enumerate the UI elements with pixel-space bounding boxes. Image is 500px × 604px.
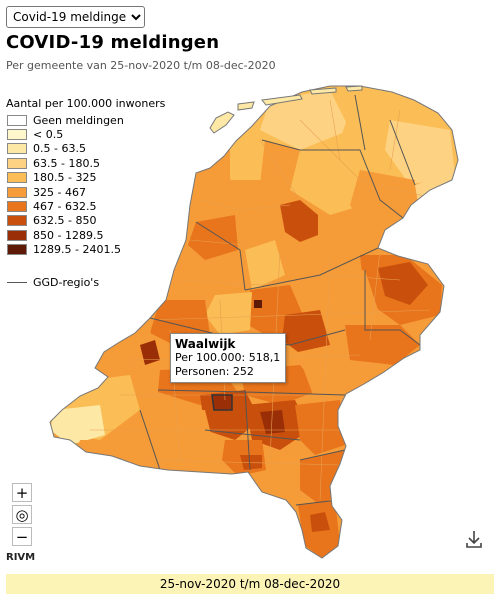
dataset-select[interactable]: Covid-19 meldingen: [6, 6, 145, 28]
legend-item: 325 - 467: [6, 185, 165, 199]
timeline-bar[interactable]: 25-nov-2020 t/m 08-dec-2020: [6, 574, 494, 594]
map-tooltip: Waalwijk Per 100.000: 518,1 Personen: 25…: [170, 333, 287, 383]
legend-ggd: GGD-regio's: [7, 276, 99, 289]
municipality-dark[interactable]: [254, 300, 262, 308]
zoom-in-button[interactable]: +: [12, 483, 32, 502]
legend-swatch: [7, 215, 27, 227]
legend: Aantal per 100.000 inwoners Geen melding…: [6, 97, 165, 257]
ggd-label: GGD-regio's: [33, 276, 100, 289]
legend-label: 467 - 632.5: [33, 200, 97, 214]
legend-title: Aantal per 100.000 inwoners: [6, 97, 166, 110]
page-title: COVID-19 meldingen: [6, 32, 220, 53]
legend-item: Geen meldingen: [6, 113, 165, 127]
attribution: RIVM: [6, 552, 36, 563]
legend-item: < 0.5: [6, 127, 165, 141]
legend-item: 180.5 - 325: [6, 171, 165, 185]
ggd-line-symbol: [7, 282, 27, 283]
legend-label: Geen meldingen: [33, 113, 124, 127]
legend-swatch: [7, 143, 27, 155]
ggd-region-borders: [139, 94, 421, 506]
legend-item: 1289.5 - 2401.5: [6, 243, 165, 257]
legend-label: 0.5 - 63.5: [33, 142, 86, 156]
legend-label: 632.5 - 850: [33, 214, 97, 228]
legend-item: 0.5 - 63.5: [6, 142, 165, 156]
legend-item: 63.5 - 180.5: [6, 156, 165, 170]
legend-item: 850 - 1289.5: [6, 228, 165, 242]
legend-label: < 0.5: [33, 128, 64, 142]
legend-swatch: [7, 244, 27, 256]
legend-label: 850 - 1289.5: [33, 228, 104, 242]
page-subtitle: Per gemeente van 25-nov-2020 t/m 08-dec-…: [6, 59, 276, 72]
download-icon[interactable]: [464, 529, 484, 549]
tooltip-persons: Personen: 252: [175, 365, 254, 378]
locate-button[interactable]: ◎: [12, 505, 32, 524]
legend-label: 180.5 - 325: [33, 171, 97, 185]
legend-swatch: [7, 172, 27, 184]
legend-label: 63.5 - 180.5: [33, 156, 100, 170]
legend-label: 1289.5 - 2401.5: [33, 243, 121, 257]
legend-swatch: [7, 229, 27, 241]
legend-swatch: [7, 129, 27, 141]
tooltip-name: Waalwijk: [175, 337, 236, 351]
legend-label: 325 - 467: [33, 185, 86, 199]
legend-swatch: [7, 186, 27, 198]
zoom-out-button[interactable]: −: [12, 527, 32, 546]
tooltip-per100k: Per 100.000: 518,1: [175, 351, 281, 364]
legend-item: 467 - 632.5: [6, 199, 165, 213]
legend-item: 632.5 - 850: [6, 214, 165, 228]
waalwijk-region[interactable]: [211, 394, 233, 411]
wadden-islands[interactable]: [209, 85, 363, 134]
legend-swatch: [7, 114, 27, 126]
legend-swatch: [7, 157, 27, 169]
legend-swatch: [7, 201, 27, 213]
